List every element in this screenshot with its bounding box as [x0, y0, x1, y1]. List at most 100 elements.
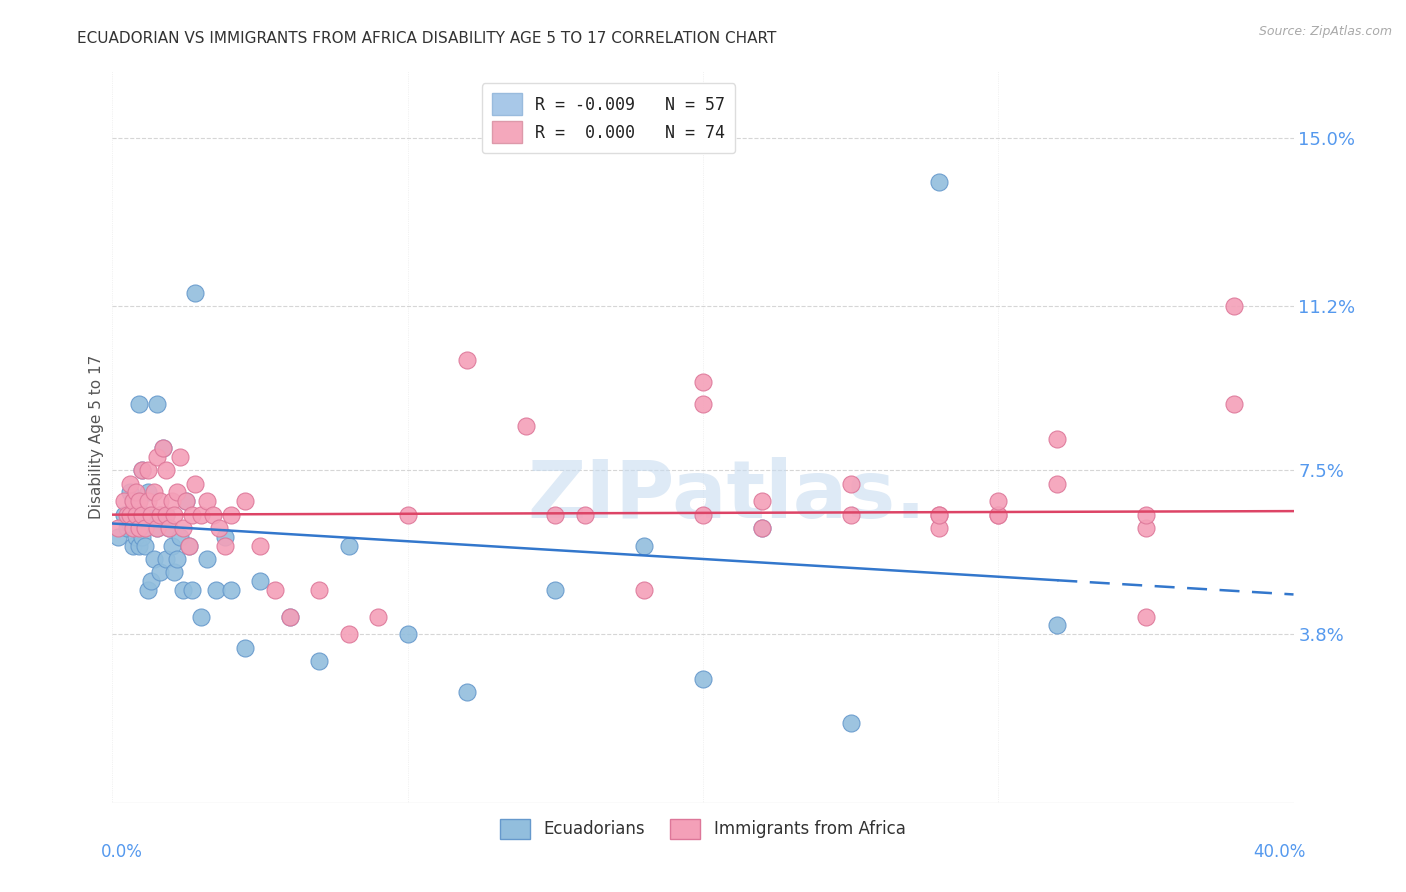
Point	[515, 419, 537, 434]
Point	[131, 508, 153, 522]
Point	[128, 521, 150, 535]
Text: 40.0%: 40.0%	[1253, 843, 1305, 861]
Point	[184, 476, 207, 491]
Point	[264, 582, 287, 597]
Point	[112, 508, 135, 522]
Point	[544, 582, 567, 597]
Point	[190, 508, 212, 522]
Point	[928, 508, 950, 522]
Point	[839, 508, 862, 522]
Point	[136, 485, 159, 500]
Point	[574, 508, 596, 522]
Point	[179, 539, 201, 553]
Point	[149, 566, 172, 580]
Point	[456, 352, 478, 367]
Point	[456, 685, 478, 699]
Point	[139, 574, 162, 589]
Point	[751, 521, 773, 535]
Point	[169, 530, 191, 544]
Point	[633, 582, 655, 597]
Point	[367, 609, 389, 624]
Point	[125, 508, 148, 522]
Point	[120, 516, 142, 531]
Point	[219, 508, 242, 522]
Point	[128, 539, 150, 553]
Point	[219, 582, 242, 597]
Point	[107, 521, 129, 535]
Point	[149, 508, 172, 522]
Point	[112, 494, 135, 508]
Point	[120, 508, 142, 522]
Point	[1223, 299, 1246, 313]
Point	[125, 530, 148, 544]
Point	[117, 521, 138, 535]
Point	[184, 285, 207, 300]
Text: 0.0%: 0.0%	[101, 843, 142, 861]
Point	[308, 654, 330, 668]
Point	[160, 494, 183, 508]
Point	[142, 552, 165, 566]
Point	[160, 539, 183, 553]
Point	[122, 521, 145, 535]
Point	[136, 494, 159, 508]
Point	[208, 521, 231, 535]
Point	[155, 508, 177, 522]
Point	[233, 494, 256, 508]
Point	[128, 521, 150, 535]
Point	[120, 485, 142, 500]
Point	[122, 494, 145, 508]
Point	[181, 582, 204, 597]
Point	[134, 521, 156, 535]
Point	[396, 627, 419, 641]
Point	[278, 609, 301, 624]
Point	[987, 508, 1010, 522]
Point	[136, 582, 159, 597]
Point	[692, 397, 714, 411]
Point	[195, 494, 218, 508]
Point	[174, 494, 197, 508]
Point	[117, 508, 138, 522]
Point	[166, 485, 188, 500]
Point	[337, 627, 360, 641]
Point	[134, 508, 156, 522]
Point	[751, 521, 773, 535]
Point	[142, 485, 165, 500]
Point	[128, 494, 150, 508]
Point	[146, 521, 169, 535]
Point	[131, 463, 153, 477]
Point	[131, 463, 153, 477]
Text: Source: ZipAtlas.com: Source: ZipAtlas.com	[1258, 25, 1392, 38]
Point	[155, 463, 177, 477]
Point	[751, 494, 773, 508]
Point	[692, 375, 714, 389]
Point	[134, 539, 156, 553]
Point	[131, 530, 153, 544]
Point	[190, 609, 212, 624]
Point	[692, 508, 714, 522]
Point	[928, 508, 950, 522]
Point	[128, 397, 150, 411]
Point	[1135, 508, 1157, 522]
Point	[125, 485, 148, 500]
Point	[928, 521, 950, 535]
Point	[1135, 609, 1157, 624]
Point	[157, 521, 180, 535]
Point	[146, 397, 169, 411]
Point	[172, 582, 194, 597]
Point	[1223, 397, 1246, 411]
Y-axis label: Disability Age 5 to 17: Disability Age 5 to 17	[89, 355, 104, 519]
Point	[249, 574, 271, 589]
Point	[125, 508, 148, 522]
Point	[205, 582, 228, 597]
Point	[152, 441, 174, 455]
Point	[839, 716, 862, 731]
Point	[166, 552, 188, 566]
Point	[544, 508, 567, 522]
Point	[120, 476, 142, 491]
Point	[152, 441, 174, 455]
Point	[195, 552, 218, 566]
Point	[146, 450, 169, 464]
Point	[136, 463, 159, 477]
Point	[839, 476, 862, 491]
Point	[1046, 432, 1069, 446]
